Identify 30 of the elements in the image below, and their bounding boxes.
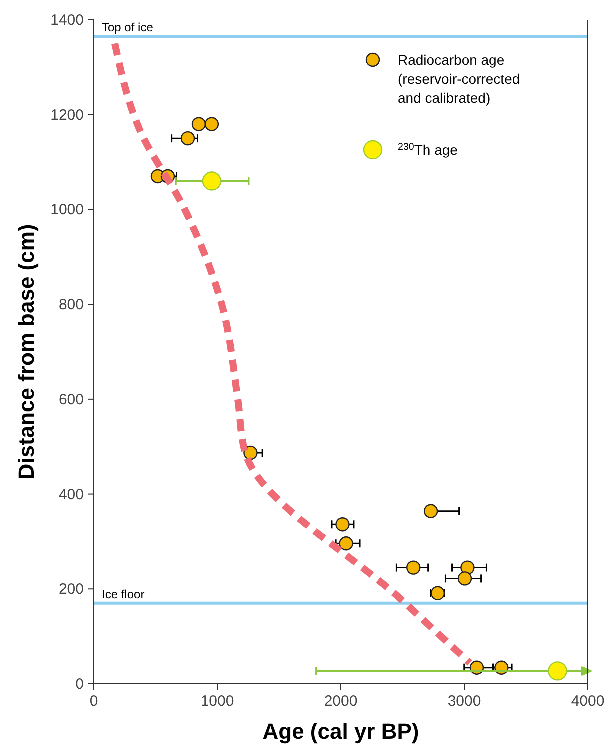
point	[192, 117, 206, 132]
point	[458, 572, 472, 586]
point	[336, 518, 350, 532]
y-axis-title: Distance from base (cm)	[14, 224, 39, 480]
y-tick-label: 0	[76, 676, 84, 693]
y-tick-label: 200	[58, 581, 84, 598]
y-tick-label: 800	[58, 296, 84, 314]
x-axis-title: Age (cal yr BP)	[262, 719, 420, 744]
ref-line-label: Top of ice	[102, 20, 154, 35]
x-tick-label: 1000	[200, 693, 234, 710]
y-tick-label: 400	[58, 486, 84, 504]
x-tick-label: 0	[90, 693, 98, 710]
point	[548, 662, 568, 681]
ref-line-label: Ice floor	[102, 587, 145, 602]
legend-label: Radiocarbon age (reservoir-corrected and calibrated)	[398, 52, 520, 106]
legend-label: $^{230}$Th age	[398, 142, 458, 158]
x-tick-label: 4000	[571, 693, 605, 710]
x-tick-label: 2000	[324, 693, 358, 710]
y-tick-label: 1200	[50, 106, 84, 124]
y-tick-label: 1000	[50, 202, 84, 219]
point	[180, 131, 196, 146]
x-tick-label: 3000	[448, 693, 482, 710]
point	[204, 117, 220, 132]
point	[406, 560, 421, 575]
y-tick-label: 1400	[50, 12, 84, 29]
point	[424, 504, 438, 518]
point	[339, 536, 354, 551]
point	[202, 172, 222, 191]
point	[244, 446, 258, 460]
y-tick-label: 600	[58, 391, 84, 408]
